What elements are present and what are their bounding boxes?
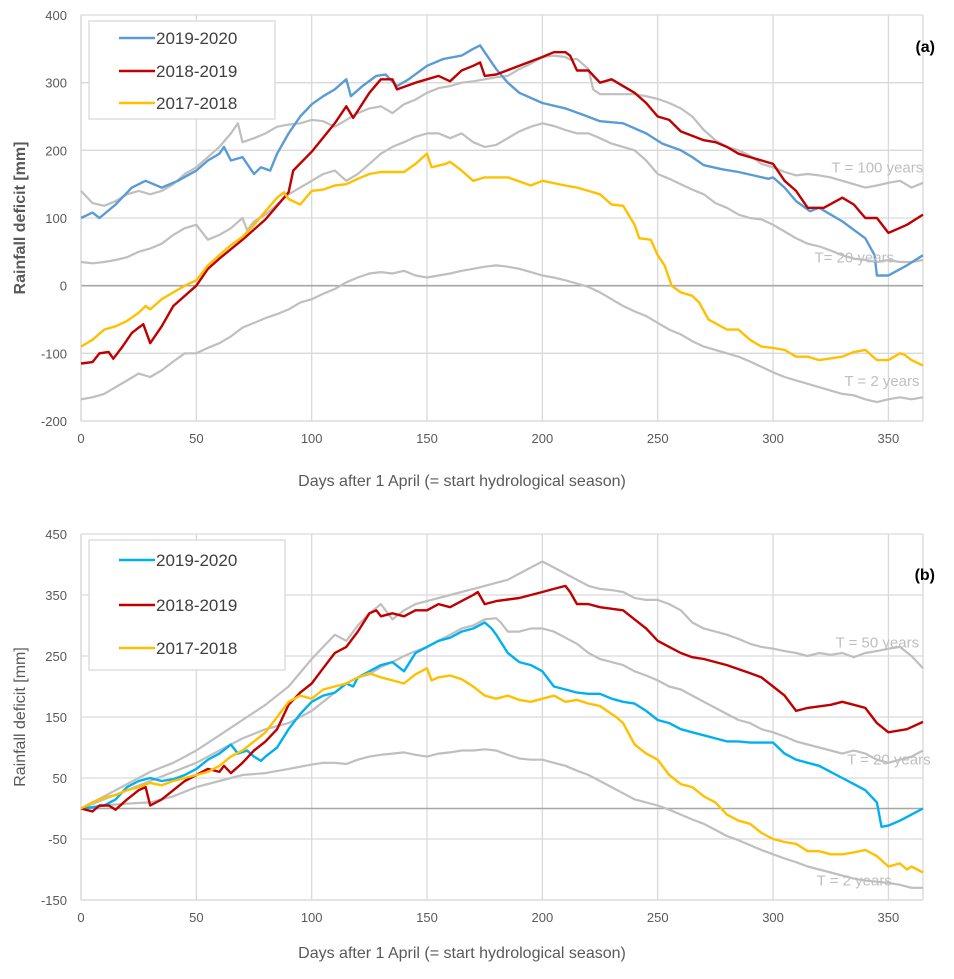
legend: 2019-2020 2018-2019 2017-2018 — [88, 539, 286, 671]
x-tick-label: 200 — [532, 431, 554, 446]
series-line-2017-2018 — [80, 152, 924, 367]
series-line-t-20-years — [80, 617, 924, 810]
series-line-t-2-years — [80, 748, 923, 889]
x-tick-label: 150 — [416, 431, 438, 446]
x-tick-label: 350 — [878, 910, 900, 925]
y-tick-label: -200 — [41, 414, 67, 429]
legend-entry-label: 2019-2020 — [156, 551, 237, 570]
y-axis-title: Rainfall deficit [mm] — [12, 142, 29, 295]
series-line-2019-2020 — [80, 621, 924, 828]
legend: 2019-2020 2018-2019 2017-2018 — [88, 20, 276, 120]
legend-entry-label: 2018-2019 — [156, 596, 237, 615]
x-tick-label: 300 — [762, 431, 784, 446]
x-tick-label: 50 — [189, 431, 203, 446]
x-tick-label: 150 — [416, 910, 438, 925]
y-tick-label: 250 — [45, 649, 67, 664]
y-tick-label: 0 — [60, 279, 67, 294]
return-period-label: T= 20 years — [814, 250, 894, 267]
x-tick-label: 200 — [532, 910, 554, 925]
x-axis-title: Days after 1 April (= start hydrological… — [298, 473, 626, 490]
return-period-label: T = 2 years — [817, 872, 892, 889]
y-tick-label: 100 — [45, 211, 67, 226]
y-tick-label: -100 — [41, 346, 67, 361]
panel-a: 0 50 100 150 200 250 300 350 -200 -100 0 100 200 300 4… — [12, 8, 935, 490]
legend-entry-label: 2017-2018 — [156, 94, 237, 113]
y-tick-label: -150 — [41, 893, 67, 908]
return-period-label: T = 50 years — [836, 634, 920, 651]
x-tick-label: 0 — [77, 431, 84, 446]
x-tick-label: 100 — [301, 431, 323, 446]
series-line-2018-2019 — [80, 51, 924, 365]
series-line-2017-2018 — [80, 667, 924, 874]
x-tick-label: 50 — [189, 910, 203, 925]
panel-label: (b) — [915, 567, 935, 584]
x-tick-label: 250 — [647, 910, 669, 925]
legend-entry-label: 2017-2018 — [156, 639, 237, 658]
x-tick-label: 350 — [878, 431, 900, 446]
y-tick-label: 300 — [45, 76, 67, 91]
y-tick-label: 150 — [45, 710, 67, 725]
y-tick-label: 50 — [53, 771, 67, 786]
return-period-label: T = 2 years — [844, 373, 919, 390]
x-tick-label: 300 — [762, 910, 784, 925]
y-tick-label: 350 — [45, 588, 67, 603]
x-tick-label: 250 — [647, 431, 669, 446]
series-line-t-20-years — [80, 122, 924, 265]
panel-b: 0 50 100 150 200 250 300 350 -150 -50 50 150 250 350 4… — [12, 527, 935, 962]
panel-label: (a) — [915, 39, 935, 56]
series-line-2019-2020 — [80, 44, 924, 277]
y-tick-label: -50 — [48, 832, 67, 847]
y-axis-title: Rainfall deficit [mm] — [12, 647, 29, 787]
series-line-t-50-years — [80, 560, 924, 810]
legend-entry-label: 2018-2019 — [156, 62, 237, 81]
legend-entry-label: 2019-2020 — [156, 29, 237, 48]
y-tick-label: 200 — [45, 143, 67, 158]
x-axis-title: Days after 1 April (= start hydrological… — [298, 945, 626, 962]
series-line-t-2-years — [80, 264, 924, 404]
y-tick-label: 450 — [45, 527, 67, 542]
x-tick-label: 0 — [77, 910, 84, 925]
y-tick-label: 400 — [45, 8, 67, 23]
return-period-label: T = 20 years — [847, 752, 931, 769]
x-tick-label: 100 — [301, 910, 323, 925]
return-period-label: T = 100 years — [831, 160, 923, 177]
